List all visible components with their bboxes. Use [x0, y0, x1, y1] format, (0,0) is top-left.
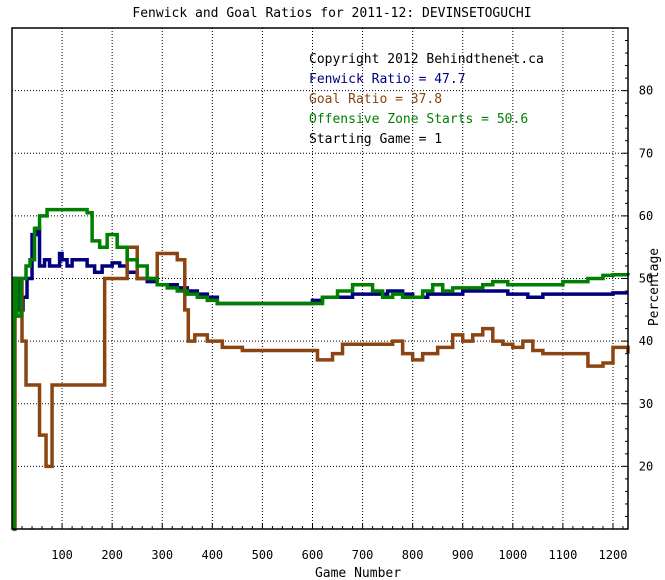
- legend-entry: Starting Game = 1: [309, 132, 442, 147]
- x-tick-label: 900: [452, 548, 474, 562]
- y-axis-label: Percentage: [647, 248, 662, 326]
- legend-entry: Goal Ratio = 37.8: [309, 92, 442, 107]
- x-tick-label: 1100: [548, 548, 577, 562]
- x-tick-label: 400: [201, 548, 223, 562]
- plot-frame: [11, 27, 629, 530]
- chart-title: Fenwick and Goal Ratios for 2011-12: DEV…: [132, 6, 531, 21]
- legend-entry: Copyright 2012 Behindthenet.ca: [309, 52, 544, 67]
- series-line-goal: [12, 245, 630, 531]
- x-tick-label: 100: [51, 548, 73, 562]
- x-tick-label: 500: [252, 548, 274, 562]
- x-tick-label: 200: [101, 548, 123, 562]
- x-axis-label: Game Number: [315, 566, 401, 580]
- x-tick-label: 800: [402, 548, 424, 562]
- series-line-ozs: [12, 207, 630, 531]
- series-lines: [12, 207, 630, 531]
- y-tick-label: 40: [639, 334, 653, 348]
- y-tick-label: 60: [639, 209, 653, 223]
- y-tick-label: 70: [639, 146, 653, 160]
- y-tick-label: 50: [639, 272, 653, 286]
- x-tick-label: 600: [302, 548, 324, 562]
- x-tick-label: 1200: [599, 548, 628, 562]
- y-tick-label: 80: [639, 84, 653, 98]
- legend-annotations: Copyright 2012 Behindthenet.ca Fenwick Ra…: [309, 52, 544, 147]
- y-tick-label: 30: [639, 397, 653, 411]
- x-tick-label: 1000: [498, 548, 527, 562]
- legend-entry: Fenwick Ratio = 47.7: [309, 72, 466, 87]
- y-tick-label: 20: [639, 459, 653, 473]
- x-tick-label: 700: [352, 548, 374, 562]
- legend-entry: Offensive Zone Starts = 50.6: [309, 112, 528, 127]
- x-axis-ticks: 100 200 300 400 500 600 700 800 900 1000 1100 1200: [21, 523, 628, 562]
- x-tick-label: 300: [151, 548, 173, 562]
